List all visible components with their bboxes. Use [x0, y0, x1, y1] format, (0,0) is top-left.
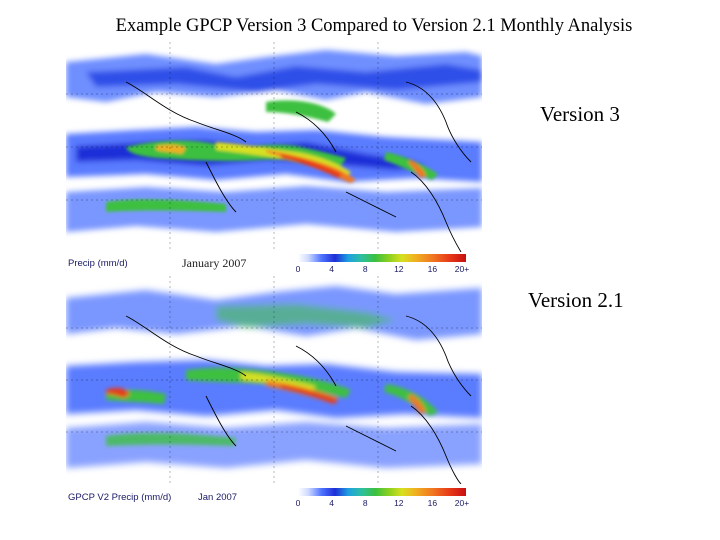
- colorbar-tick: 12: [394, 264, 404, 274]
- colorbar-tick: 8: [362, 264, 368, 274]
- precip-map-svg-v2: [66, 276, 482, 484]
- date-caption: January 2007: [182, 256, 247, 270]
- precip-map-svg-v3: [66, 42, 482, 252]
- colorbar-tick: 0: [295, 264, 301, 274]
- colorbar-tick: 8: [362, 498, 368, 508]
- colorbar-tick: 16: [427, 498, 438, 508]
- coastlines-v2: [125, 315, 472, 484]
- coastlines-v3: [125, 81, 472, 252]
- colorbar-tick: 16: [427, 264, 438, 274]
- caption-row-v2: GPCP V2 Precip (mm/d) Jan 2007 0 4 8 12 …: [66, 488, 482, 512]
- slide-title: Example GPCP Version 3 Compared to Versi…: [115, 16, 633, 36]
- colorbar-gradient: [298, 254, 466, 262]
- colorbar-tick: 4: [329, 264, 334, 274]
- version-3-label: Version 3: [540, 102, 620, 126]
- colorbar-v2: 0 4 8 12 16 20+: [292, 488, 472, 512]
- date-caption: Jan 2007: [198, 492, 238, 503]
- caption-row-v3: Precip (mm/d) January 2007 0 4 8 12 16 2…: [66, 254, 482, 278]
- colorbar-tick: 20+: [454, 498, 470, 508]
- colorbar-tick: 20+: [454, 264, 470, 274]
- colorbar-gradient: [298, 488, 466, 496]
- colorbar-tick: 4: [329, 498, 334, 508]
- version-2-1-label: Version 2.1: [528, 288, 624, 312]
- precip-map-version-3: [66, 42, 482, 252]
- precip-map-version-2-1: [66, 276, 482, 484]
- units-caption: GPCP V2 Precip (mm/d): [68, 492, 172, 503]
- map-panel-version-2-1: GPCP V2 Precip (mm/d) Jan 2007 0 4 8 12 …: [66, 276, 482, 512]
- units-caption: Precip (mm/d): [68, 258, 128, 269]
- colorbar-tick: 0: [295, 498, 301, 508]
- colorbar-tick: 12: [394, 498, 404, 508]
- map-panel-version-3: Precip (mm/d) January 2007 0 4 8 12 16 2…: [66, 42, 482, 276]
- colorbar-v3: 0 4 8 12 16 20+: [292, 254, 472, 278]
